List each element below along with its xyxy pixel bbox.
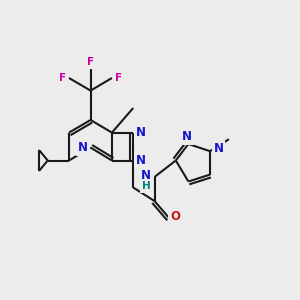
Text: F: F [59,73,66,83]
Text: O: O [170,210,180,224]
Text: N: N [136,154,146,167]
Text: N: N [141,169,151,182]
Text: F: F [115,73,122,83]
Text: N: N [78,141,88,154]
Text: H: H [142,181,151,191]
Text: F: F [87,57,94,67]
Text: N: N [213,142,224,155]
Text: N: N [182,130,192,143]
Text: N: N [136,126,146,139]
